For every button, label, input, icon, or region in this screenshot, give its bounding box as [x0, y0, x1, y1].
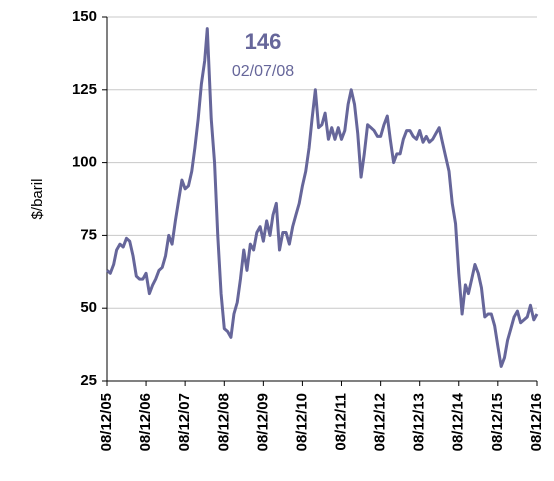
x-tick-label: 08/12/12: [372, 393, 389, 451]
price-line: [106, 27, 539, 368]
x-tick-label: 08/12/15: [489, 393, 506, 451]
x-tick-label: 08/12/09: [254, 393, 271, 451]
x-tick-label: 08/12/16: [528, 393, 545, 451]
x-tick-label: 08/12/11: [332, 393, 349, 451]
x-tick-label: 08/12/13: [411, 393, 428, 451]
x-tick-label: 08/12/08: [215, 393, 232, 451]
y-tick-label: 125: [72, 81, 97, 98]
x-tick-label: 08/12/05: [98, 393, 115, 451]
y-axis-label: $/baril: [29, 179, 46, 220]
y-tick-label: 25: [80, 372, 97, 389]
x-tick-label: 08/12/07: [176, 393, 193, 451]
peak-date: 02/07/08: [232, 63, 294, 80]
y-tick-label: 150: [72, 8, 97, 25]
y-tick-label: 100: [72, 154, 97, 171]
x-tick-label: 08/12/14: [450, 392, 467, 451]
x-tick-label: 08/12/06: [137, 393, 154, 451]
peak-value: 146: [245, 29, 282, 54]
y-tick-label: 75: [80, 226, 97, 243]
y-tick-label: 50: [80, 299, 97, 316]
x-tick-label: 08/12/10: [293, 393, 310, 451]
